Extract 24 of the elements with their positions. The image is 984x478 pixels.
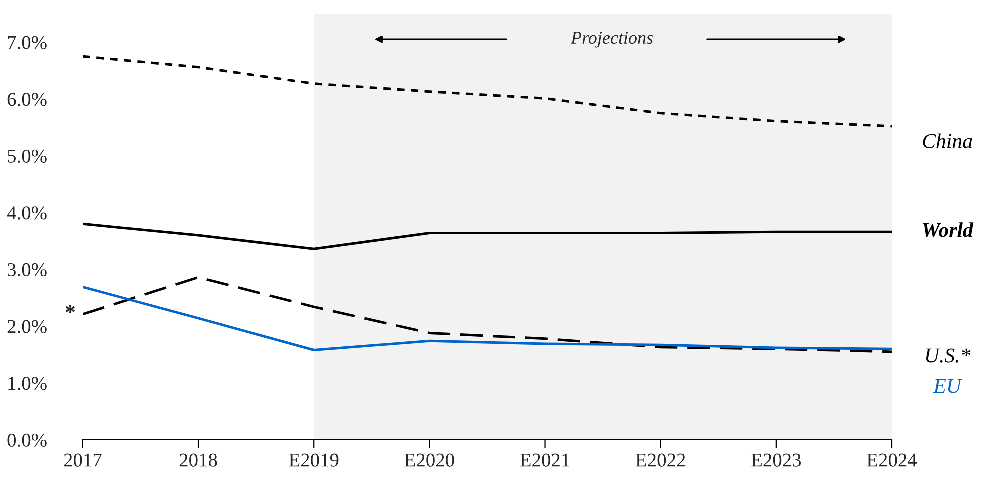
x-tick-label: E2021 — [520, 454, 570, 467]
y-tick-label: 4.0% — [7, 206, 47, 220]
x-tick-label: 2017 — [64, 454, 102, 467]
line-series — [82, 55, 892, 128]
y-tick-label: 7.0% — [8, 36, 47, 50]
x-tick-label: E2022 — [636, 454, 686, 467]
annotation: Projections — [570, 32, 654, 48]
x-tick-label: E2019 — [289, 454, 339, 467]
line-series — [82, 222, 892, 250]
series-label: World — [923, 222, 974, 238]
series-label: China — [923, 134, 972, 148]
series-label: U.S.* — [926, 348, 971, 363]
y-tick-label: 2.0% — [8, 320, 47, 334]
y-tick-label: 6.0% — [8, 93, 47, 106]
y-tick-label: 0.0% — [8, 434, 47, 448]
x-tick-label: E2024 — [867, 454, 918, 467]
x-tick-label: E2020 — [404, 454, 454, 467]
y-tick-label: 3.0% — [8, 263, 47, 277]
text: EU — [933, 379, 963, 394]
y-tick-label: 5.0% — [8, 150, 47, 164]
x-tick-label: E2023 — [752, 454, 802, 467]
x-tick-label: 2018 — [180, 454, 218, 467]
annotation: * — [66, 305, 76, 314]
y-tick-label: 1.0% — [8, 377, 47, 390]
